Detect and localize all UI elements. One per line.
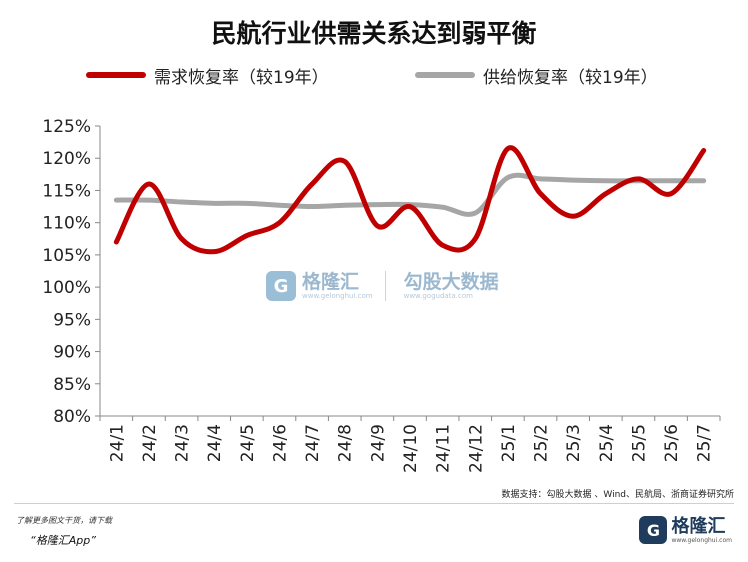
y-tick-label: 125% — [42, 117, 91, 137]
watermark-right: 勾股大数据 www.gogudata.com — [404, 272, 499, 301]
series-line-demand — [113, 145, 707, 255]
data-point-demand — [408, 204, 413, 209]
x-tick-label: 24/1 — [107, 424, 127, 462]
x-tick-label: 24/2 — [140, 424, 160, 462]
footer-app-name: “格隆汇App” — [30, 534, 96, 547]
data-point-supply — [277, 203, 282, 208]
x-tick-label: 24/5 — [238, 424, 258, 462]
y-tick-label: 100% — [42, 278, 91, 298]
x-tick-label: 25/6 — [662, 424, 682, 462]
chart-series — [113, 145, 707, 255]
data-point-supply — [571, 178, 576, 183]
data-point-demand — [538, 191, 543, 196]
data-point-demand — [310, 182, 315, 187]
data-point-supply — [375, 202, 380, 207]
y-tick-label: 90% — [53, 343, 91, 363]
brand-logo: G 格隆汇 www.gelonghui.com — [639, 516, 732, 544]
watermark-left-text: 格隆汇 — [302, 270, 360, 293]
x-tick-label: 25/7 — [695, 424, 715, 462]
x-tick-label: 24/6 — [270, 424, 290, 462]
legend-label-demand: 需求恢复率（较19年） — [154, 67, 329, 88]
data-point-demand — [342, 159, 347, 164]
data-point-demand — [375, 223, 380, 228]
x-tick-label: 24/12 — [466, 424, 486, 473]
brand-name: 格隆汇 — [671, 515, 726, 537]
y-tick-label: 85% — [53, 375, 91, 395]
y-tick-label: 115% — [42, 181, 91, 201]
data-point-supply — [473, 211, 478, 216]
x-tick-label: 24/3 — [173, 424, 193, 462]
watermark-left-sub: www.gelonghui.com — [302, 291, 373, 300]
y-tick-label: 80% — [53, 407, 91, 427]
watermark-right-sub: www.gogudata.com — [403, 291, 473, 300]
legend-swatch-demand — [86, 72, 146, 78]
data-point-supply — [114, 198, 119, 203]
x-tick-label: 24/9 — [368, 424, 388, 462]
legend-item-demand: 需求恢复率（较19年） — [86, 62, 329, 88]
data-point-supply — [440, 205, 445, 210]
y-tick-label: 105% — [42, 246, 91, 266]
data-point-demand — [277, 220, 282, 225]
data-point-supply — [244, 201, 249, 206]
x-tick-label: 25/3 — [564, 424, 584, 462]
line-chart: 125% 120% 115% 110% 105% 100% 95% 90% 85% 80% 24/1… — [42, 117, 721, 473]
x-tick-label: 25/1 — [499, 424, 519, 462]
watermark-right-text: 勾股大数据 — [403, 270, 499, 293]
data-point-demand — [505, 146, 510, 151]
chart-axes: 125% 120% 115% 110% 105% 100% 95% 90% 85% 80% 24/1… — [42, 117, 721, 473]
footer-divider — [14, 503, 734, 504]
data-point-demand — [473, 236, 478, 241]
x-tick-label: 24/11 — [434, 424, 454, 473]
x-tick-label: 25/4 — [597, 424, 617, 462]
data-point-supply — [603, 178, 608, 183]
y-tick-label: 120% — [42, 149, 91, 169]
watermark-left: 格隆汇 www.gelonghui.com — [302, 272, 373, 301]
legend-swatch-supply — [415, 72, 475, 78]
brand-block: 格隆汇 www.gelonghui.com — [671, 515, 732, 544]
y-tick-label: 95% — [53, 310, 91, 330]
legend-label-supply: 供给恢复率（较19年） — [483, 67, 658, 88]
y-tick-label: 110% — [42, 214, 91, 234]
data-point-demand — [603, 191, 608, 196]
watermark-divider — [384, 271, 386, 301]
data-point-supply — [342, 203, 347, 208]
data-point-supply — [179, 200, 184, 205]
data-point-demand — [636, 176, 641, 181]
x-tick-label: 24/10 — [401, 424, 421, 473]
data-point-supply — [146, 198, 151, 203]
data-point-demand — [179, 236, 184, 241]
x-tick-label: 24/7 — [303, 424, 323, 462]
data-point-demand — [244, 233, 249, 238]
legend-item-supply: 供给恢复率（较19年） — [415, 62, 658, 88]
x-tick-label: 25/2 — [532, 424, 552, 462]
data-point-demand — [669, 191, 674, 196]
brand-logo-icon: G — [639, 516, 668, 544]
data-point-supply — [310, 204, 315, 209]
data-point-demand — [571, 214, 576, 219]
x-tick-label: 24/4 — [205, 424, 225, 462]
data-point-demand — [212, 249, 217, 254]
data-point-demand — [440, 243, 445, 248]
data-point-supply — [505, 175, 510, 180]
watermark: G 格隆汇 www.gelonghui.com 勾股大数据 www.goguda… — [266, 266, 499, 306]
watermark-logo-icon: G — [266, 271, 296, 301]
chart-title: 民航行业供需关系达到弱平衡 — [211, 19, 537, 48]
brand-url: www.gelonghui.com — [671, 536, 732, 544]
data-point-demand — [146, 182, 151, 187]
data-point-supply — [669, 178, 674, 183]
footer-note: 了解更多图文干货，请下载 — [16, 516, 112, 525]
data-point-demand — [114, 240, 119, 245]
data-point-supply — [212, 201, 217, 206]
x-tick-label: 24/8 — [336, 424, 356, 462]
data-point-supply — [538, 176, 543, 181]
data-source: 数据支持：勾股大数据 、Wind、民航局、浙商证券研究所 — [501, 490, 734, 500]
x-tick-label: 25/5 — [629, 424, 649, 462]
data-point-supply — [701, 178, 706, 183]
data-point-demand — [701, 148, 706, 153]
